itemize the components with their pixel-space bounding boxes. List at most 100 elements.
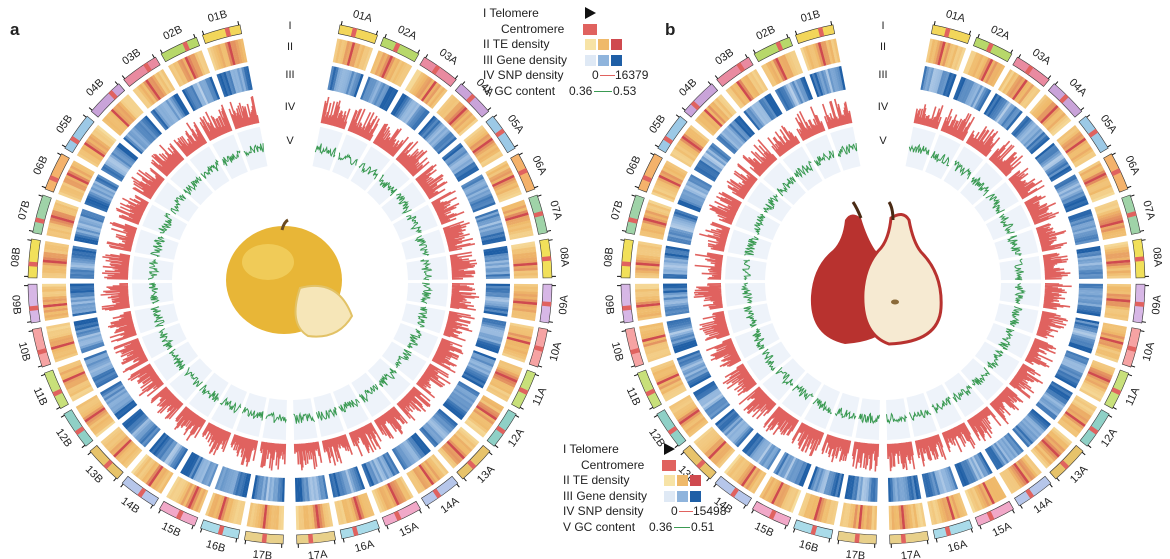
telomere-tick: [792, 528, 796, 533]
te-density-bin: [696, 116, 717, 135]
gene-density-bin: [181, 89, 196, 112]
gene-density-bin: [169, 446, 185, 468]
te-density-bin: [482, 394, 505, 410]
chromosome-07A: 07A: [401, 194, 564, 260]
te-density-bin: [1023, 88, 1041, 110]
snp-density-bars: [791, 422, 825, 457]
telomere-tick: [201, 30, 205, 35]
te-density-bin: [414, 466, 430, 489]
gene-density-bin: [1050, 167, 1073, 183]
gene-density-bin: [719, 413, 739, 432]
snp-density-bars: [966, 406, 1002, 442]
te-density-bin: [1099, 217, 1124, 227]
chromosome-12A: 12A: [381, 341, 527, 449]
te-density-bin: [955, 47, 967, 71]
gene-density-bin: [663, 295, 688, 301]
te-density-bin: [747, 469, 763, 492]
gc-content-line: [1014, 282, 1027, 305]
te-density-bin: [725, 455, 744, 476]
te-density-bin: [967, 52, 980, 76]
te-density-bin: [761, 477, 776, 500]
gene-density-bin: [663, 298, 688, 303]
te-density-bin: [262, 504, 268, 529]
gene-density-bin: [253, 475, 260, 500]
telomere-tick: [534, 185, 539, 189]
gene-density-bin: [1077, 259, 1103, 265]
telomere-tick: [786, 33, 789, 38]
gene-density-bin: [1042, 153, 1064, 170]
centromere-mark: [517, 167, 528, 176]
gene-density-bin: [74, 233, 99, 242]
centromere-mark: [1110, 168, 1121, 177]
centromere-mark: [541, 256, 552, 262]
snp-density-bars: [821, 434, 852, 463]
te-density-bin: [103, 116, 124, 135]
gene-density-bin: [1078, 273, 1103, 277]
gene-density-bin: [1024, 129, 1044, 149]
te-density-bin: [1080, 165, 1104, 179]
te-density-bin: [80, 146, 103, 162]
gene-density-bin: [74, 323, 99, 331]
gene-density-bin: [727, 420, 747, 440]
telomere-tick: [40, 373, 46, 377]
centromere-mark: [108, 90, 118, 100]
te-density-bin: [259, 504, 266, 529]
te-density-bin: [948, 495, 958, 520]
chromosome-08B: 08B: [602, 238, 767, 281]
telomere-tick: [37, 365, 42, 368]
gene-density-bin: [760, 444, 776, 467]
gc-scale-line: [594, 90, 612, 92]
te-density-bin: [775, 483, 789, 507]
te-density-bin: [486, 388, 509, 402]
gene-density-bin: [419, 427, 437, 448]
te-density-bin: [1081, 167, 1105, 181]
gene-density-bin: [694, 382, 716, 397]
gene-density-bin: [795, 79, 808, 103]
te-density-bin: [810, 44, 820, 68]
gene-density-bin: [229, 69, 239, 94]
gene-density-bin: [338, 471, 348, 496]
gene-density-bin: [109, 153, 131, 170]
gc-content-line: [743, 305, 757, 328]
gene-density-bin: [344, 469, 355, 494]
karyotype-band: [889, 530, 930, 545]
gene-density-bin: [939, 468, 950, 493]
te-density-bin: [825, 499, 834, 524]
gene-density-bin: [975, 88, 990, 111]
gene-density-bin: [70, 287, 95, 291]
gene-density-bin: [432, 414, 452, 433]
telomere-tick: [454, 75, 459, 80]
te-density-bin: [770, 481, 784, 505]
gene-density-bin: [958, 462, 970, 486]
telomere-tick: [706, 477, 710, 482]
panel-label-b: b: [665, 20, 676, 39]
gene-density-bin: [239, 472, 248, 497]
te-density-bin: [425, 458, 443, 480]
te-density-bin: [217, 44, 227, 68]
centromere-mark: [642, 174, 653, 183]
gene-density-bin: [800, 463, 812, 487]
gc-content-line: [420, 259, 433, 281]
gene-density-bin: [1057, 369, 1080, 383]
gene-density-bin: [476, 213, 500, 224]
gene-density-bin: [317, 475, 324, 500]
karyotype-band: [43, 369, 69, 409]
chromosome-label: 05B: [647, 113, 668, 136]
karyotype-band: [1049, 444, 1084, 480]
chromosome-08A: 08A: [999, 238, 1164, 281]
telomere-tick: [979, 525, 982, 530]
chromosome-01A: 01A: [905, 8, 972, 171]
gene-density-bin: [108, 393, 130, 409]
te-density-bin: [63, 179, 87, 192]
legend-gc-label: V GC content: [563, 519, 636, 534]
te-density-bin: [860, 505, 866, 530]
gene-density-bin: [666, 317, 691, 325]
te-density-bin: [469, 133, 491, 150]
gene-density-bin: [1074, 319, 1099, 327]
te-density-bin: [444, 442, 464, 462]
gc-content-line: [1014, 258, 1024, 281]
te-density-bin: [385, 57, 399, 81]
gene-density-bin: [956, 78, 969, 102]
te-density-bin: [501, 199, 525, 211]
te-density-bin: [512, 256, 538, 262]
